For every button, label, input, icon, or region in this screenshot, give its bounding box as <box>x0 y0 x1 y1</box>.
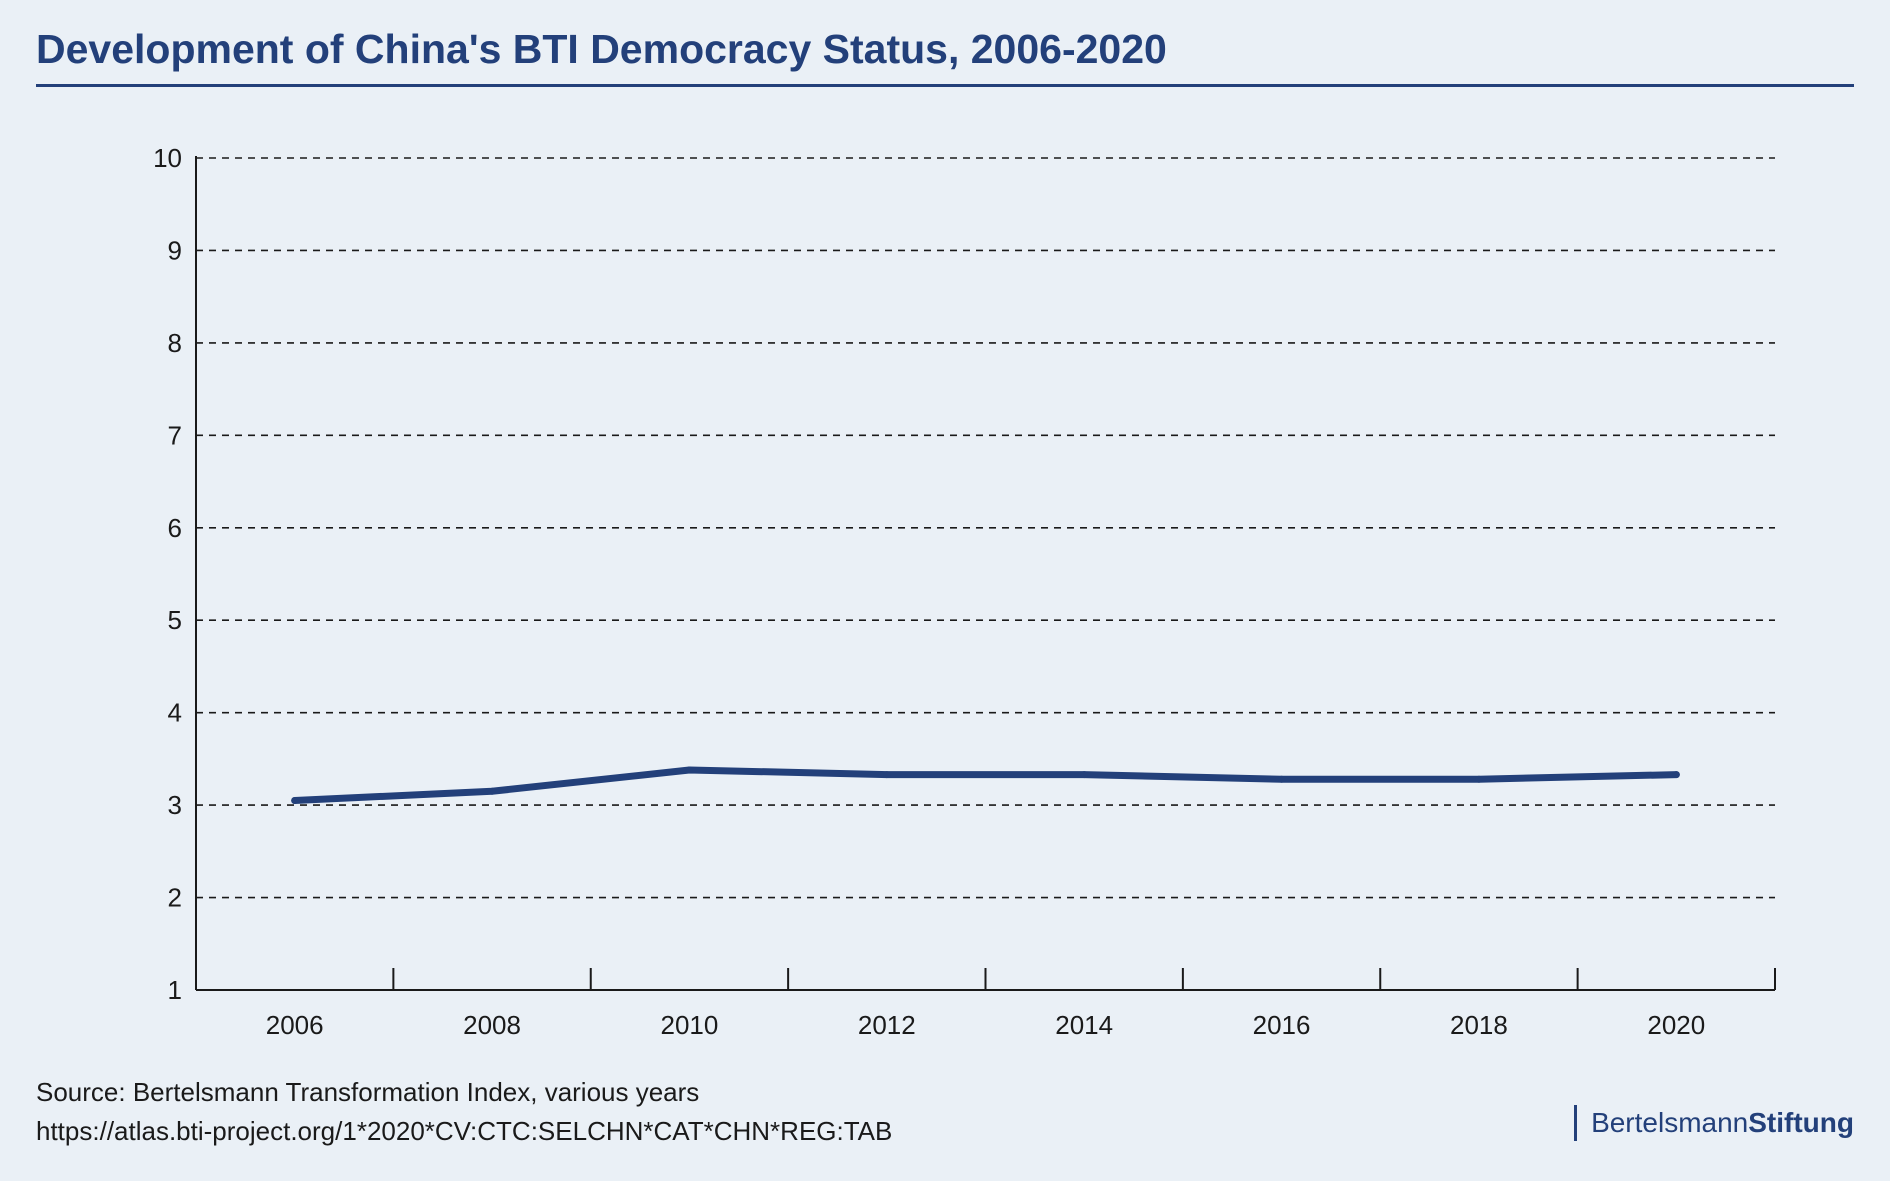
series-line-0 <box>291 766 1680 804</box>
x-tick-label-2018: 2018 <box>1450 1010 1508 1040</box>
gridlines <box>196 157 1775 899</box>
y-tick-label-6: 6 <box>168 513 182 543</box>
x-tick-label-2006: 2006 <box>266 1010 324 1040</box>
y-tick-label-1: 1 <box>168 975 182 1005</box>
data-point-2006 <box>291 796 299 804</box>
x-tick-label-2016: 2016 <box>1253 1010 1311 1040</box>
data-point-2012 <box>883 771 891 779</box>
chart-title: Development of China's BTI Democracy Sta… <box>36 26 1167 72</box>
x-tick-label-2012: 2012 <box>858 1010 916 1040</box>
source-note: Source: Bertelsmann Transformation Index… <box>36 1073 892 1151</box>
title-divider <box>36 84 1854 87</box>
y-tick-label-9: 9 <box>168 235 182 265</box>
brand-name-part1: Bertelsmann <box>1591 1107 1749 1138</box>
y-tick-label-2: 2 <box>168 883 182 913</box>
data-point-2008 <box>488 787 496 795</box>
data-point-2020 <box>1672 771 1680 779</box>
y-tick-label-5: 5 <box>168 605 182 635</box>
data-point-2010 <box>685 766 693 774</box>
y-tick-label-4: 4 <box>168 698 182 728</box>
y-tick-label-7: 7 <box>168 420 182 450</box>
y-tick-labels: 1 2 3 4 5 6 7 8 9 10 <box>153 143 182 1005</box>
y-tick-label-8: 8 <box>168 328 182 358</box>
data-point-2014 <box>1080 771 1088 779</box>
y-tick-label-3: 3 <box>168 790 182 820</box>
y-tick-label-10: 10 <box>153 143 182 173</box>
brand-name-part2: Stiftung <box>1748 1107 1854 1138</box>
source-text: Source: Bertelsmann Transformation Index… <box>36 1077 700 1107</box>
x-tick-label-2008: 2008 <box>463 1010 521 1040</box>
x-tick-label-2020: 2020 <box>1647 1010 1705 1040</box>
axes <box>195 156 1776 991</box>
source-url[interactable]: https://atlas.bti-project.org/1*2020*CV:… <box>36 1116 893 1146</box>
data-point-2016 <box>1278 775 1286 783</box>
x-tick-labels: 2006 2008 2010 2012 2014 2016 2018 2020 <box>266 1010 1705 1040</box>
series <box>291 766 1680 804</box>
bertelsmann-stiftung-logo: BertelsmannStiftung <box>1574 1105 1854 1141</box>
x-tick-label-2010: 2010 <box>661 1010 719 1040</box>
x-tick-label-2014: 2014 <box>1055 1010 1113 1040</box>
data-point-2018 <box>1475 775 1483 783</box>
